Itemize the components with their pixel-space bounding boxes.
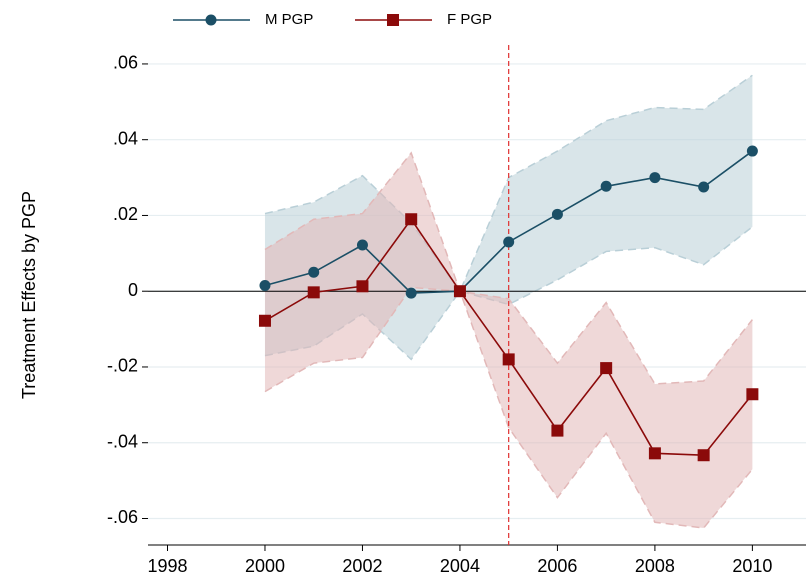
y-tick-label: -.02: [107, 356, 138, 376]
y-tick-label: .02: [113, 204, 138, 224]
legend-label: F PGP: [447, 11, 492, 28]
point: [551, 208, 563, 220]
x-tick-label: 2000: [245, 556, 285, 576]
point: [308, 266, 320, 278]
point: [551, 424, 564, 437]
point: [258, 314, 271, 327]
y-tick-label: -.04: [107, 431, 138, 451]
y-tick-label: .06: [113, 53, 138, 73]
point: [405, 213, 418, 226]
y-tick-label: 0: [128, 280, 138, 300]
band-lower-edge: [264, 226, 753, 361]
x-tick-label: 2002: [342, 556, 382, 576]
point: [746, 388, 759, 401]
point: [356, 239, 368, 251]
point: [259, 280, 271, 292]
point: [453, 285, 466, 298]
point: [648, 447, 661, 460]
y-tick-label: -.06: [107, 507, 138, 527]
legend-marker: [205, 14, 217, 26]
confidence-band: [264, 152, 753, 528]
x-tick-label: 1998: [147, 556, 187, 576]
x-tick-label: 2008: [635, 556, 675, 576]
x-tick-label: 2006: [537, 556, 577, 576]
point: [698, 181, 710, 193]
band-lower-edge: [264, 286, 753, 529]
point: [307, 286, 320, 299]
y-axis-label: Treatment Effects by PGP: [19, 191, 39, 399]
legend-label: M PGP: [265, 11, 313, 28]
point: [649, 172, 661, 184]
point: [503, 236, 515, 248]
point: [600, 362, 613, 375]
point: [502, 353, 515, 366]
point: [356, 280, 369, 293]
y-tick-label: .04: [113, 128, 138, 148]
legend-marker: [387, 14, 399, 26]
point: [600, 180, 612, 192]
band-upper-edge: [264, 151, 753, 385]
x-tick-label: 2004: [440, 556, 480, 576]
point: [405, 287, 417, 299]
point: [697, 449, 710, 462]
point: [746, 145, 758, 157]
x-tick-label: 2010: [732, 556, 772, 576]
